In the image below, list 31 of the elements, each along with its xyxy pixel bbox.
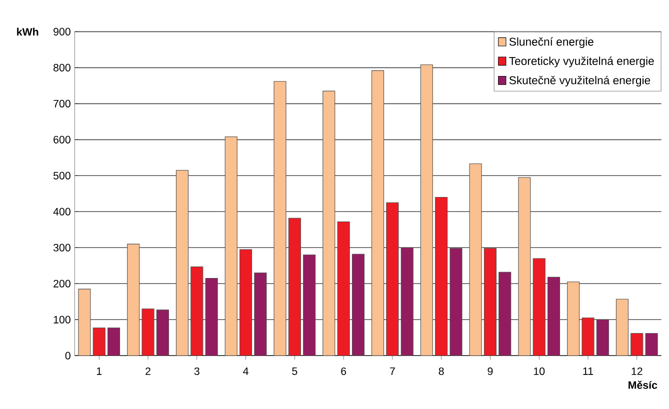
y-tick-label: 200 xyxy=(54,280,70,288)
x-tick-label: 7 xyxy=(390,367,395,375)
y-tick-label: 800 xyxy=(54,64,70,72)
bar xyxy=(630,333,644,356)
x-axis-title: Měsíc xyxy=(628,380,658,389)
legend-label: Sluneční energie xyxy=(509,37,594,48)
legend-label: Teoreticky využitelná energie xyxy=(509,56,654,68)
y-tick-label: 700 xyxy=(54,100,70,108)
y-axis-title: kWh xyxy=(17,28,38,36)
y-tick-label: 100 xyxy=(54,316,70,324)
x-tick-label: 5 xyxy=(292,367,298,375)
bar xyxy=(108,328,120,356)
y-tick-label: 500 xyxy=(53,172,70,180)
y-tick-label: 900 xyxy=(54,28,70,36)
bar xyxy=(645,333,658,356)
x-tick-label: 10 xyxy=(534,367,545,376)
y-tick-label: 600 xyxy=(54,136,70,144)
x-tick-label: 2 xyxy=(146,367,150,375)
y-tick-label: 0 xyxy=(65,352,70,360)
x-tick-label: 6 xyxy=(341,367,346,376)
x-tick-label: 8 xyxy=(438,367,444,376)
legend-label: Skutečně využitelná energie xyxy=(509,76,650,87)
x-tick-label: 4 xyxy=(243,367,248,375)
y-tick-label: 300 xyxy=(53,244,70,252)
x-tick-label: 9 xyxy=(488,367,493,376)
y-tick-label: 400 xyxy=(53,208,70,216)
x-tick-label: 12 xyxy=(632,367,642,375)
bar xyxy=(92,328,106,356)
x-tick-label: 1 xyxy=(96,367,102,375)
x-tick-label: 11 xyxy=(583,367,594,375)
x-tick-label: 3 xyxy=(194,367,200,376)
